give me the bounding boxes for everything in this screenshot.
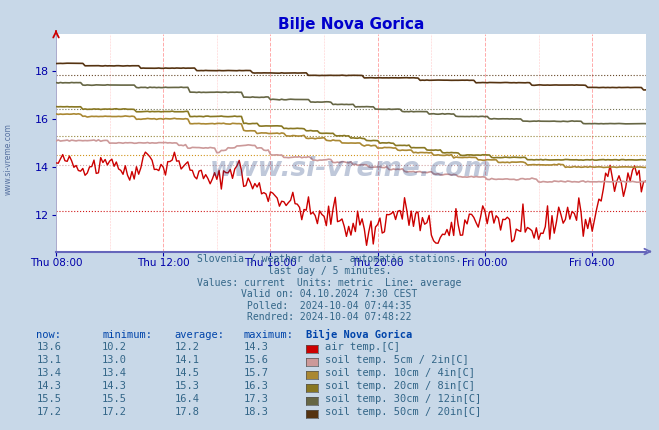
Text: 17.8: 17.8 — [175, 407, 200, 417]
Title: Bilje Nova Gorica: Bilje Nova Gorica — [277, 17, 424, 32]
Text: 16.3: 16.3 — [244, 381, 269, 391]
Text: maximum:: maximum: — [244, 329, 294, 340]
Text: 13.0: 13.0 — [102, 355, 127, 366]
Text: 16.4: 16.4 — [175, 394, 200, 404]
Text: 13.6: 13.6 — [36, 342, 61, 353]
Text: soil temp. 10cm / 4in[C]: soil temp. 10cm / 4in[C] — [325, 368, 475, 378]
Text: air temp.[C]: air temp.[C] — [325, 342, 400, 353]
Text: 10.2: 10.2 — [102, 342, 127, 353]
Text: minimum:: minimum: — [102, 329, 152, 340]
Text: 17.2: 17.2 — [36, 407, 61, 417]
Text: 14.3: 14.3 — [36, 381, 61, 391]
Text: 18.3: 18.3 — [244, 407, 269, 417]
Text: last day / 5 minutes.: last day / 5 minutes. — [268, 266, 391, 276]
Text: Slovenia / weather data - automatic stations.: Slovenia / weather data - automatic stat… — [197, 254, 462, 264]
Text: 14.5: 14.5 — [175, 368, 200, 378]
Text: Bilje Nova Gorica: Bilje Nova Gorica — [306, 329, 413, 340]
Text: 17.3: 17.3 — [244, 394, 269, 404]
Text: 15.6: 15.6 — [244, 355, 269, 366]
Text: Valid on: 04.10.2024 7:30 CEST: Valid on: 04.10.2024 7:30 CEST — [241, 289, 418, 299]
Text: 15.7: 15.7 — [244, 368, 269, 378]
Text: 15.5: 15.5 — [36, 394, 61, 404]
Text: soil temp. 5cm / 2in[C]: soil temp. 5cm / 2in[C] — [325, 355, 469, 366]
Text: 14.1: 14.1 — [175, 355, 200, 366]
Text: average:: average: — [175, 329, 225, 340]
Text: 14.3: 14.3 — [102, 381, 127, 391]
Text: 17.2: 17.2 — [102, 407, 127, 417]
Text: soil temp. 50cm / 20in[C]: soil temp. 50cm / 20in[C] — [325, 407, 481, 417]
Text: 14.3: 14.3 — [244, 342, 269, 353]
Text: now:: now: — [36, 329, 61, 340]
Text: www.si-vreme.com: www.si-vreme.com — [3, 123, 13, 195]
Text: soil temp. 30cm / 12in[C]: soil temp. 30cm / 12in[C] — [325, 394, 481, 404]
Text: 15.3: 15.3 — [175, 381, 200, 391]
Text: 13.4: 13.4 — [102, 368, 127, 378]
Text: 13.1: 13.1 — [36, 355, 61, 366]
Text: 15.5: 15.5 — [102, 394, 127, 404]
Text: Polled:  2024-10-04 07:44:35: Polled: 2024-10-04 07:44:35 — [247, 301, 412, 311]
Text: 13.4: 13.4 — [36, 368, 61, 378]
Text: soil temp. 20cm / 8in[C]: soil temp. 20cm / 8in[C] — [325, 381, 475, 391]
Text: 12.2: 12.2 — [175, 342, 200, 353]
Text: www.si-vreme.com: www.si-vreme.com — [210, 156, 492, 182]
Text: Values: current  Units: metric  Line: average: Values: current Units: metric Line: aver… — [197, 277, 462, 288]
Text: Rendred: 2024-10-04 07:48:22: Rendred: 2024-10-04 07:48:22 — [247, 312, 412, 322]
